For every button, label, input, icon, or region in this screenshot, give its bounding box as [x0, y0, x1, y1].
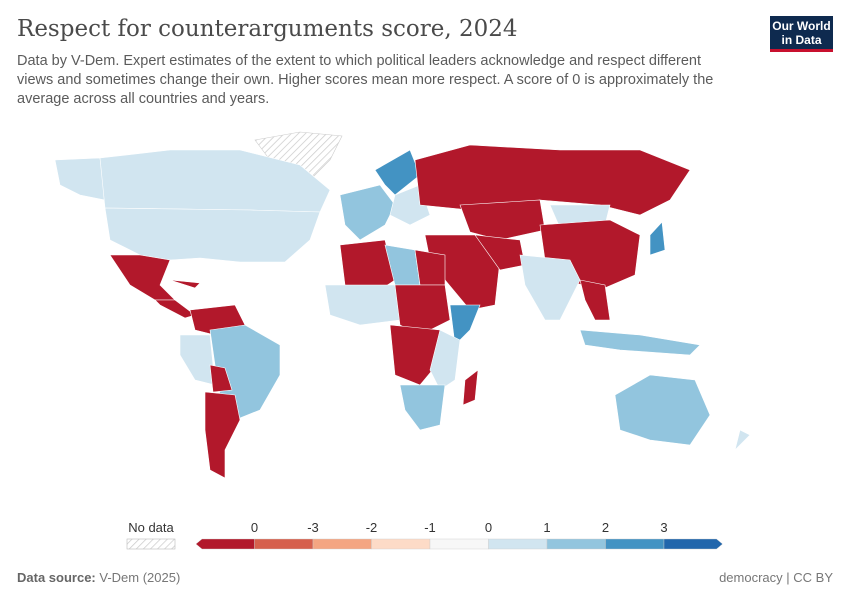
legend: No data 0 -3 -2 -1 0 1 2 3: [126, 520, 723, 550]
country-cuba[interactable]: [169, 279, 201, 289]
world-map: [54, 131, 751, 479]
country-east-africa[interactable]: [429, 329, 461, 391]
legend-tick-label: 0: [251, 520, 258, 535]
country-southern-africa[interactable]: [399, 384, 446, 431]
legend-no-data-label: No data: [128, 520, 174, 535]
legend-bin[interactable]: [254, 538, 314, 550]
country-se-asia[interactable]: [579, 279, 611, 321]
data-source: Data source: V-Dem (2025): [17, 570, 181, 585]
country-alaska[interactable]: [54, 157, 106, 201]
chart-title: Respect for counterarguments score, 2024: [17, 16, 518, 42]
chart-subtitle: Data by V-Dem. Expert estimates of the e…: [17, 53, 714, 107]
country-new-zealand[interactable]: [734, 429, 751, 451]
legend-bin[interactable]: [371, 538, 431, 550]
legend-bin[interactable]: [663, 538, 723, 550]
legend-tick-label: 2: [602, 520, 609, 535]
country-europe-west[interactable]: [339, 184, 396, 241]
legend-tick-label: -1: [424, 520, 436, 535]
source-link[interactable]: V-Dem (2025): [99, 570, 181, 585]
legend-tick-label: 3: [660, 520, 667, 535]
country-india[interactable]: [519, 254, 581, 321]
country-peru[interactable]: [179, 334, 216, 386]
country-kazakhstan[interactable]: [459, 199, 546, 241]
legend-bin[interactable]: [488, 538, 548, 550]
legend-tick-label: -3: [307, 520, 319, 535]
country-indonesia[interactable]: [579, 329, 701, 356]
country-scandinavia[interactable]: [374, 149, 421, 196]
country-sudan-chad[interactable]: [394, 284, 451, 336]
legend-bin[interactable]: [195, 538, 255, 550]
legend-bin[interactable]: [312, 538, 372, 550]
country-russia[interactable]: [414, 144, 691, 216]
country-australia[interactable]: [614, 374, 711, 446]
legend-no-data-swatch: [126, 538, 176, 550]
legend-tick-label: 1: [543, 520, 550, 535]
country-usa[interactable]: [104, 207, 321, 263]
country-west-africa[interactable]: [324, 284, 401, 326]
country-central-america[interactable]: [154, 299, 196, 319]
legend-bin[interactable]: [605, 538, 665, 550]
country-horn[interactable]: [449, 304, 481, 346]
country-mexico[interactable]: [109, 254, 176, 301]
legend-bin[interactable]: [429, 538, 489, 550]
country-japan[interactable]: [649, 221, 666, 256]
legend-tick-label: -2: [366, 520, 378, 535]
legend-tick-label: 0: [485, 520, 492, 535]
country-bolivia[interactable]: [209, 364, 233, 393]
license[interactable]: democracy | CC BY: [719, 570, 833, 585]
country-madagascar[interactable]: [462, 369, 479, 406]
legend-bin[interactable]: [546, 538, 606, 550]
owid-logo[interactable]: Our World in Data: [770, 16, 833, 52]
country-egypt[interactable]: [414, 249, 446, 286]
country-argentina[interactable]: [204, 391, 241, 479]
